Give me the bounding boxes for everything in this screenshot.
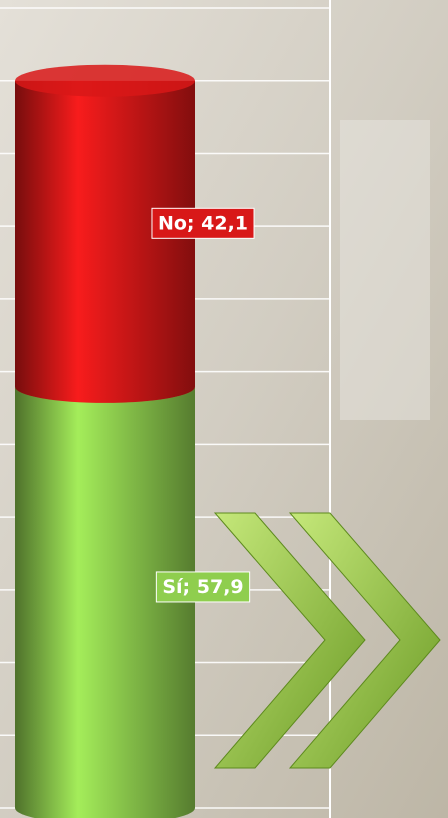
chart: Sí; 57,9 No; 42,1 <box>0 0 448 818</box>
page: Sí; 57,9No; 42,1 (() => { const data = J… <box>0 0 448 818</box>
data-label: Sí; 57,9 <box>162 576 243 598</box>
bar-top-cap <box>15 65 195 97</box>
background-photo <box>340 120 430 420</box>
data-label: No; 42,1 <box>158 212 248 234</box>
bar-bottom-cap <box>15 371 195 403</box>
